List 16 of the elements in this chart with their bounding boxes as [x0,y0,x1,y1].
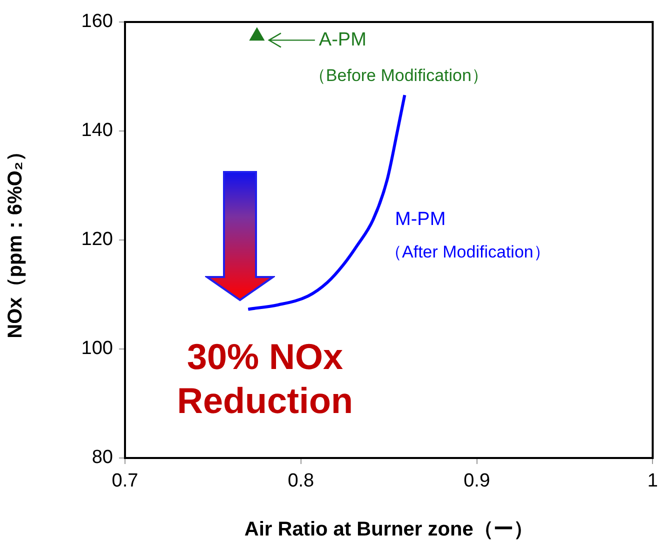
x-tick-label: 0.9 [464,470,490,492]
x-tick-label: 0.8 [288,470,314,492]
x-tick-label: 0.7 [112,470,138,492]
annotation: （Before Modification） [308,66,488,85]
y-axis-title: NOx（ppm：6%O₂） [4,142,27,338]
y-tick-label: 80 [92,447,113,468]
x-axis-title: Air Ratio at Burner zone（ー） [244,518,534,541]
annotation: （After Modification） [385,242,550,262]
y-tick-label: 100 [81,338,113,360]
y-tick-label: 120 [81,229,113,250]
y-tick-label: 160 [81,11,113,32]
series-label: M-PM [395,209,446,230]
legend-label: A-PM [318,29,366,50]
annotation: 30% NOx Reduction [176,335,354,423]
x-tick-label: 1 [647,470,658,492]
y-tick-label: 140 [81,120,113,142]
